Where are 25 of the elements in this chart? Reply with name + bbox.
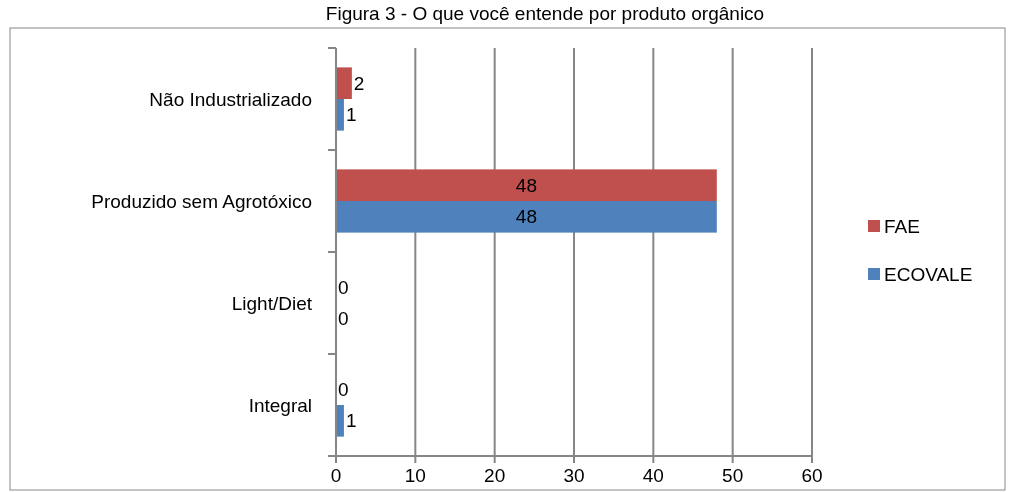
x-tick-label: 20 (484, 465, 506, 486)
x-tick-label: 30 (563, 465, 585, 486)
x-tick-label: 0 (330, 465, 342, 486)
data-label: 1 (345, 104, 357, 126)
data-label: 2 (353, 72, 365, 94)
x-tick-label: 60 (801, 465, 823, 486)
y-tick-label: Produzido sem Agrotóxico (91, 190, 312, 212)
data-label: 48 (515, 174, 537, 196)
data-label: 0 (338, 308, 349, 330)
y-tick-label: Não Industrializado (149, 88, 312, 110)
legend-label: FAE (884, 215, 920, 237)
bar (336, 67, 352, 99)
bar (336, 201, 717, 233)
x-tick-label: 10 (404, 465, 426, 486)
x-tick-label: 50 (722, 465, 744, 486)
bar (336, 169, 717, 201)
data-label: 0 (338, 276, 349, 298)
data-label: 1 (345, 410, 357, 432)
x-tick-label: 40 (642, 465, 664, 486)
data-label: 48 (515, 206, 537, 228)
chart-title: Figura 3 - O que você entende por produto orgânico (325, 3, 765, 24)
y-tick-label: Integral (248, 394, 312, 416)
data-label: 0 (338, 378, 349, 400)
y-tick-label: Light/Diet (231, 292, 313, 314)
legend-label: ECOVALE (884, 263, 973, 285)
